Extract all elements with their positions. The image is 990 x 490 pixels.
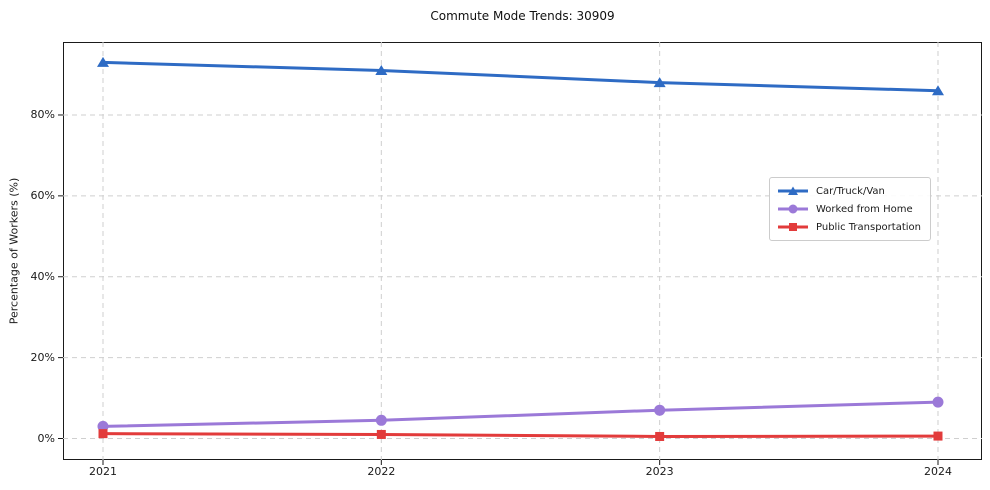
y-tick-label: 20%: [30, 350, 55, 364]
y-tick-label: 60%: [30, 188, 55, 202]
legend-label: Car/Truck/Van: [816, 185, 885, 197]
series-line: [102, 60, 939, 93]
series-marker-square: [933, 431, 943, 441]
legend-marker-triangle: [788, 186, 798, 195]
legend: Car/Truck/Van Worked from Home Public Tran…: [769, 177, 931, 241]
series-marker-circle: [654, 404, 666, 416]
series-marker-circle: [932, 396, 944, 408]
plot-canvas: [58, 42, 982, 465]
legend-item: Public Transportation: [777, 220, 921, 234]
x-tick-label: 2022: [367, 465, 396, 478]
x-tick-label: 2024: [923, 465, 952, 478]
legend-label: Worked from Home: [816, 203, 913, 215]
series-marker-square: [98, 429, 108, 439]
series-marker-circle: [97, 420, 109, 432]
series-line: [102, 400, 939, 428]
legend-label: Public Transportation: [816, 221, 921, 233]
legend-item: Car/Truck/Van: [777, 184, 921, 198]
legend-item: Worked from Home: [777, 202, 921, 216]
series-marker-square: [376, 429, 386, 439]
plot-area: [63, 42, 982, 460]
legend-marker-circle: [788, 204, 798, 214]
series-line: [102, 432, 938, 438]
series-marker-triangle: [375, 64, 388, 75]
series-marker-triangle: [97, 56, 109, 67]
x-tick-label: 2021: [89, 465, 117, 478]
series-marker-triangle: [931, 85, 944, 96]
series-marker-square: [655, 431, 665, 441]
legend-swatch: [778, 223, 808, 231]
series-marker-triangle: [653, 77, 666, 88]
chart-title: Commute Mode Trends: 30909: [430, 9, 615, 23]
y-tick-label: 0%: [37, 431, 55, 445]
legend-swatch: [778, 186, 808, 195]
y-tick-label: 40%: [30, 269, 55, 283]
series-marker-circle: [375, 414, 387, 426]
x-tick-label: 2023: [645, 465, 674, 478]
legend-swatch: [778, 204, 808, 214]
y-tick-label: 80%: [30, 107, 55, 121]
legend-marker-square: [789, 223, 797, 231]
